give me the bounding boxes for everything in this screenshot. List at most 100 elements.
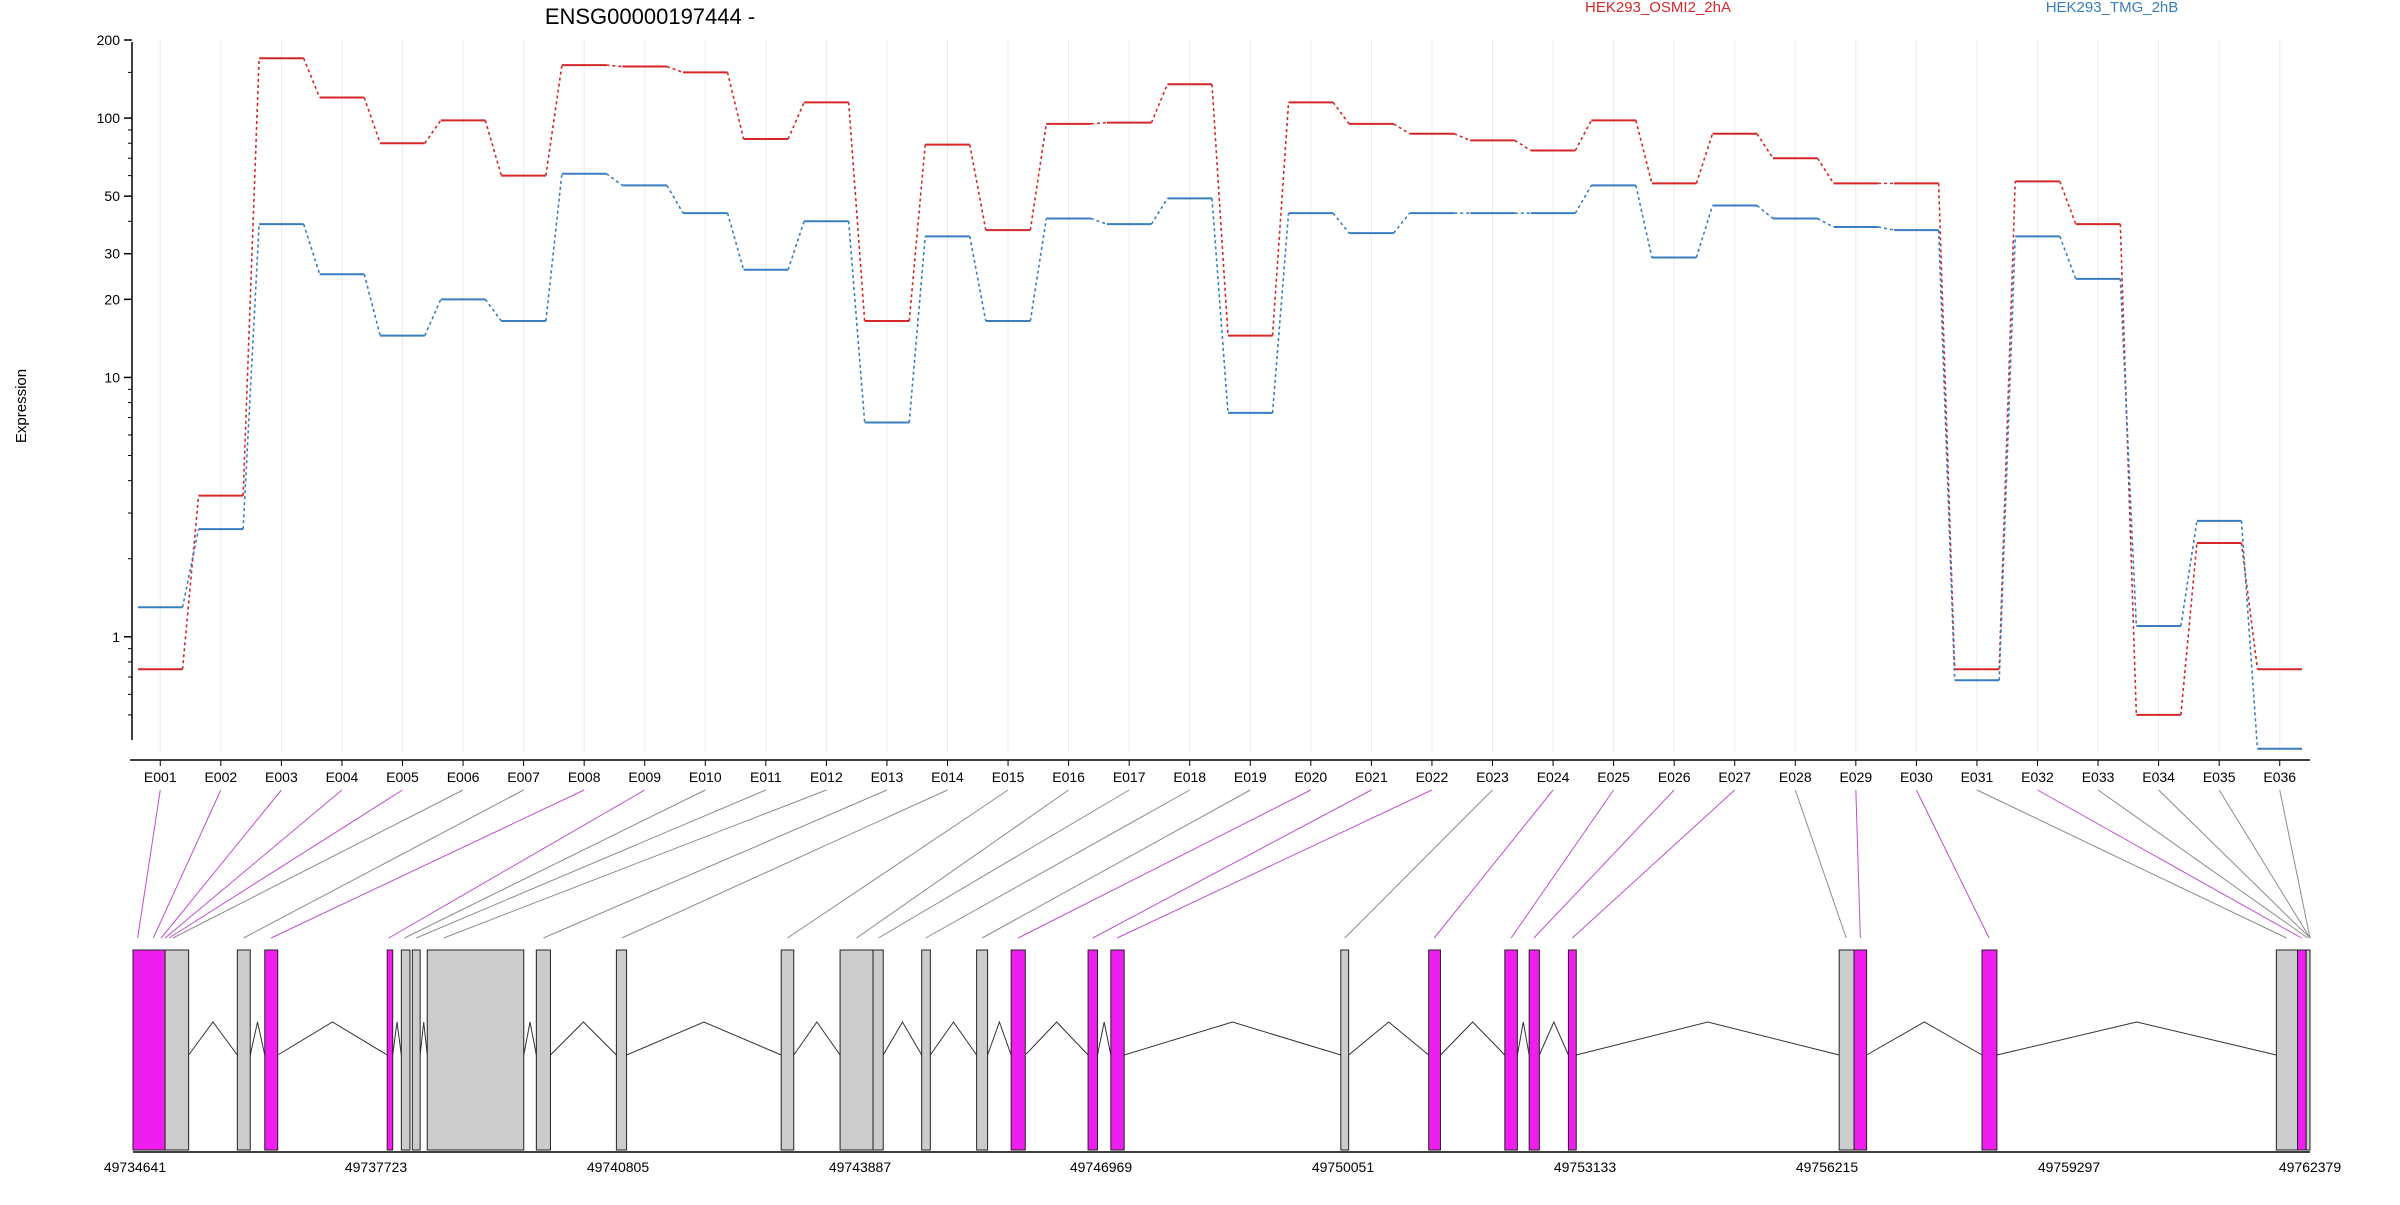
series-connector (1756, 204, 1774, 220)
exon-block (1528, 949, 1540, 1151)
legend-label-tmg: HEK293_TMG_2hB (2046, 0, 2179, 16)
exon-bin-label: E033 (2082, 769, 2115, 785)
series-connector (666, 65, 684, 74)
y-tick-label: 1 (112, 629, 120, 645)
exon-bin-label: E001 (144, 769, 177, 785)
series-connector (1271, 213, 1290, 413)
series-connector (484, 298, 502, 322)
series-connector (1635, 120, 1653, 184)
series-connector (363, 274, 381, 336)
series-connector (1150, 83, 1169, 123)
series-connector (1817, 217, 1834, 228)
series-connector (1393, 212, 1411, 234)
exon-bin-label: E018 (1173, 769, 1206, 785)
y-tick-label: 20 (104, 291, 120, 307)
series-connector (1029, 218, 1048, 322)
exon-bin-label: E008 (568, 769, 601, 785)
series-connector (2180, 542, 2198, 715)
series-connector (484, 120, 503, 176)
exon-block (2305, 949, 2311, 1151)
series-connector (1090, 121, 1107, 125)
series-connector (2119, 278, 2138, 627)
exon-connector (1433, 789, 1554, 939)
chart-title: ENSG00000197444 - (545, 4, 755, 29)
exon-block (839, 949, 874, 1151)
exon-connector (172, 789, 464, 939)
legend-label-osmi2: HEK293_OSMI2_2hA (1585, 0, 1731, 16)
y-tick-label: 50 (104, 188, 120, 204)
exon-block (615, 949, 628, 1151)
intron-line (793, 1021, 841, 1056)
series-connector (605, 173, 623, 187)
series-connector (302, 58, 321, 98)
exon-connector (404, 789, 706, 939)
exon-block (1838, 949, 1855, 1151)
exon-bin-label: E034 (2142, 769, 2175, 785)
exon-bin-label: E020 (1294, 769, 1327, 785)
exon-block (426, 949, 525, 1151)
series-connector (1574, 119, 1593, 151)
exon-bin-label: E016 (1052, 769, 1085, 785)
exon-connector (2279, 789, 2311, 939)
series-lines (138, 57, 2302, 750)
exon-bin-label: E027 (1718, 769, 1751, 785)
exon-bin-label: E032 (2021, 769, 2054, 785)
exon-block (1340, 949, 1350, 1151)
exon-connector (856, 789, 1069, 939)
exon-connector (270, 789, 585, 939)
exon-bin-label: E017 (1113, 769, 1146, 785)
series-connector (424, 119, 442, 144)
exon-block (236, 949, 251, 1151)
series-connector (1453, 133, 1471, 142)
exon-block (976, 949, 989, 1151)
exon-bin-label: E023 (1476, 769, 1509, 785)
intron-line (1024, 1021, 1089, 1056)
series-connector (1756, 133, 1774, 159)
exon-connector (388, 789, 645, 939)
exon-bin-label: E011 (750, 769, 782, 785)
exon-block (400, 949, 411, 1151)
exon-block (1110, 949, 1125, 1151)
exon-block (1428, 949, 1441, 1151)
exon-bin-label: E031 (1961, 769, 1994, 785)
intron-line (550, 1021, 617, 1056)
y-tick-label: 10 (104, 369, 120, 385)
exon-bin-label: E022 (1416, 769, 1449, 785)
exon-connector (621, 789, 948, 939)
grid-lines (159, 40, 2281, 752)
series-connector (1574, 185, 1593, 214)
series-connector (1090, 217, 1108, 225)
exon-block (921, 949, 931, 1151)
exon-connector (878, 789, 1130, 939)
genomic-coordinate-label: 49762379 (2279, 1159, 2342, 1175)
exon-connector (2037, 789, 2302, 939)
exon-connectors (137, 789, 2311, 939)
genomic-coordinate-label: 49734641 (104, 1159, 167, 1175)
exon-bin-label: E029 (1839, 769, 1872, 785)
series-connector (181, 495, 200, 670)
exon-connector (1092, 789, 1372, 939)
series-connector (1695, 205, 1714, 258)
series-connector (2180, 520, 2198, 627)
exon-bin-label: E035 (2203, 769, 2236, 785)
series-connector (1514, 139, 1532, 152)
exon-connector (787, 789, 1009, 939)
exon-connector (152, 789, 222, 939)
intron-line (1576, 1021, 1840, 1056)
exon-connector (168, 789, 403, 939)
axes: 1 10 20 30 50 100 200 E001 E002 E003 E004 E005 E006 E… (97, 32, 2310, 785)
intron-line (987, 1020, 1012, 1056)
series-connector (1998, 236, 2017, 681)
intron-line (1516, 1021, 1530, 1056)
exon-connector (164, 789, 343, 939)
intron-line (392, 1021, 402, 1056)
series-connector (2059, 236, 2077, 280)
exon-connector (1976, 789, 2287, 939)
exon-block (1853, 949, 1868, 1151)
series-connector (302, 223, 321, 275)
exon-bin-label: E036 (2263, 769, 2296, 785)
exon-bin-label: E006 (447, 769, 480, 785)
series-connector (424, 299, 442, 336)
series-connector (726, 212, 745, 271)
exon-connector (1855, 789, 1861, 939)
